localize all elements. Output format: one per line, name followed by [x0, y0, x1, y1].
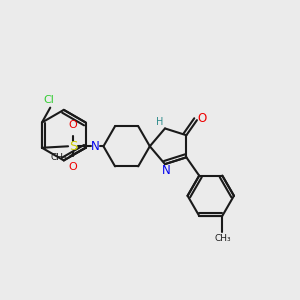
Text: S: S	[69, 140, 77, 153]
Text: N: N	[91, 140, 100, 153]
Text: CH₃: CH₃	[214, 234, 231, 243]
Text: H: H	[156, 117, 163, 127]
Text: O: O	[69, 121, 77, 130]
Text: Cl: Cl	[43, 95, 54, 105]
Text: N: N	[162, 164, 171, 177]
Text: O: O	[69, 162, 77, 172]
Text: CH₃: CH₃	[51, 153, 67, 162]
Text: O: O	[198, 112, 207, 125]
